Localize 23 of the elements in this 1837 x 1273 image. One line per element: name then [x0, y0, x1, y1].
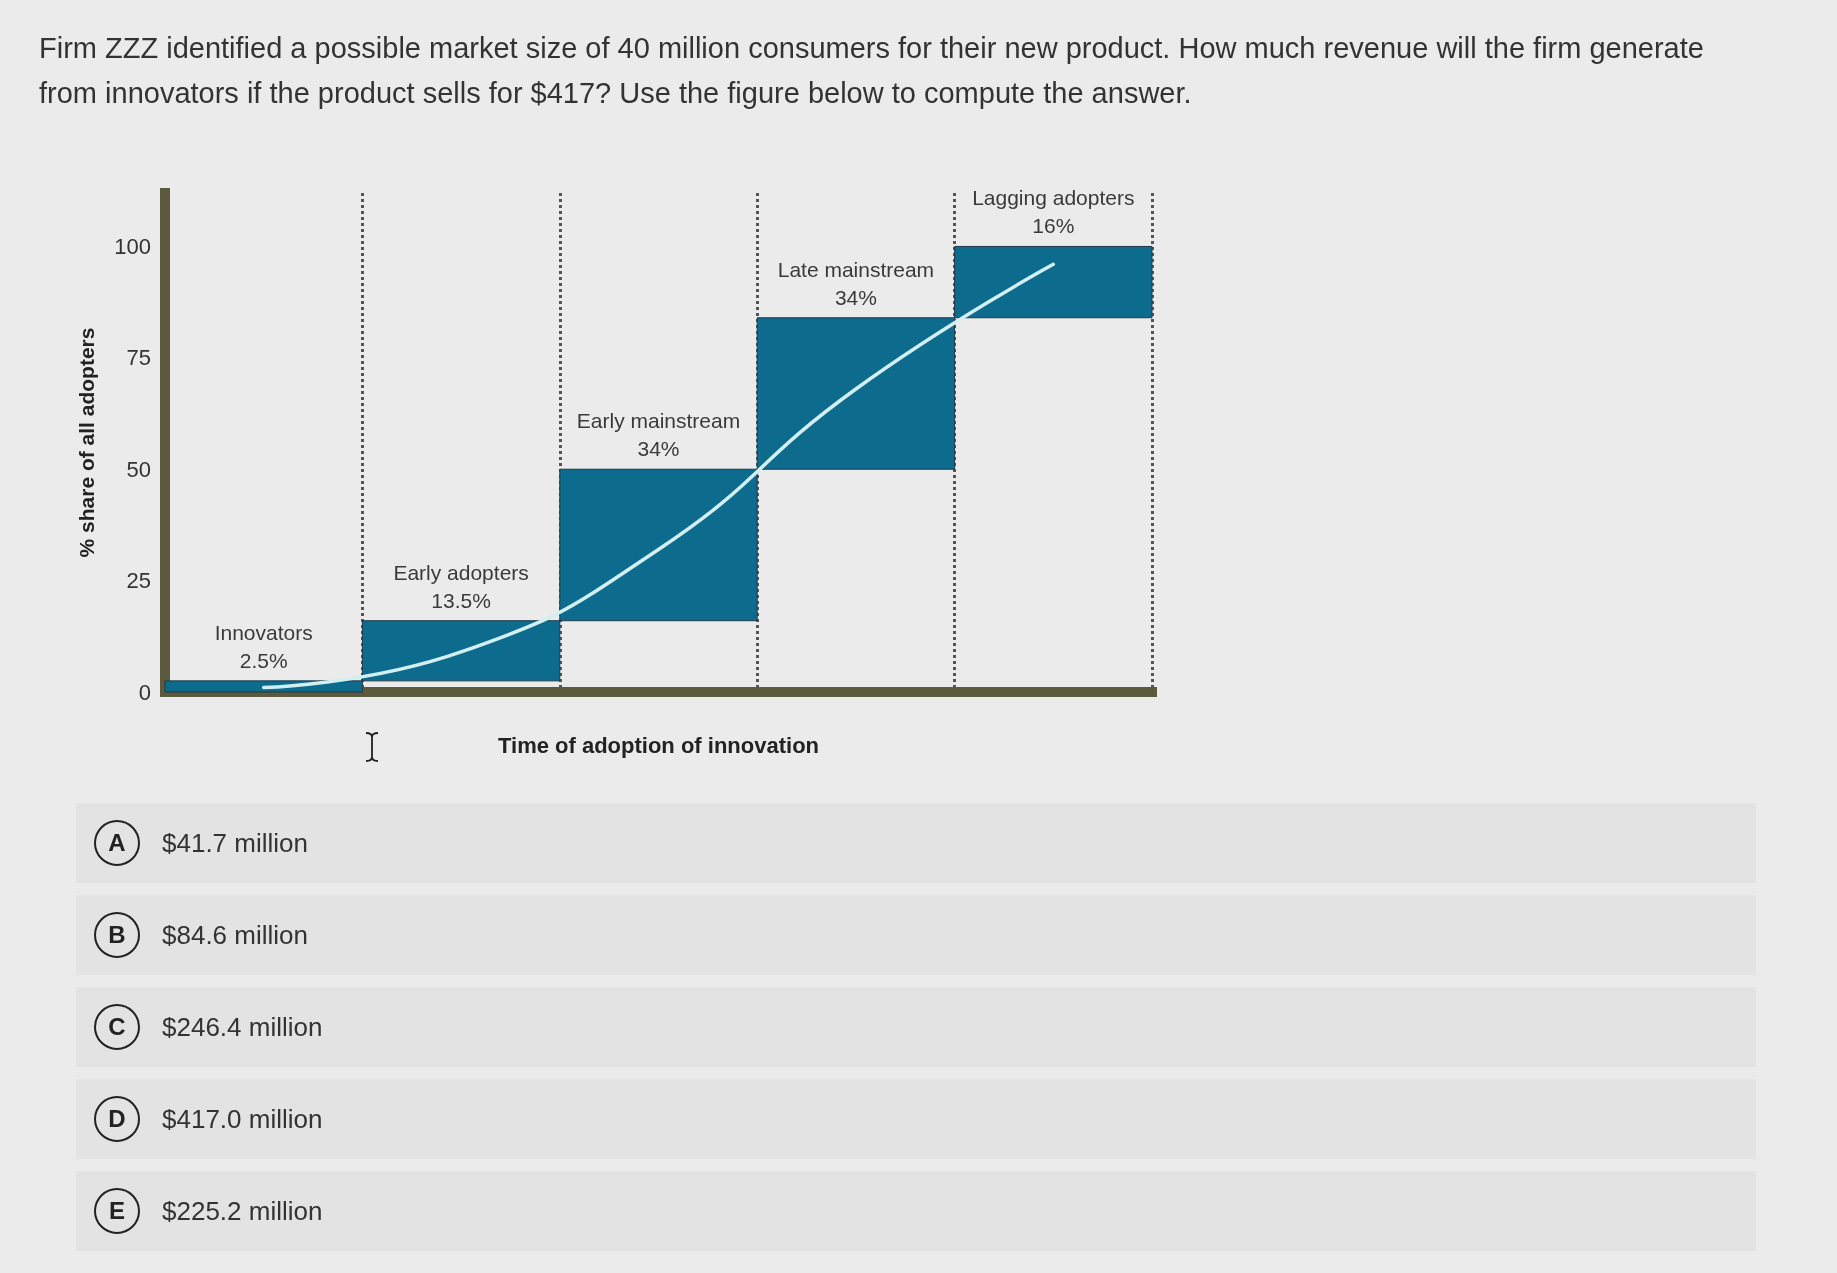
chart-title: Firm ZZZ identified a possible market size of 40 million consumers for their new product. How much revenue will the firm generate from innovators if the product sells for $417? Use the figure below to compute the answer. — [39, 31, 1705, 111]
y-axis-title: % share of all adopters — [75, 327, 98, 558]
data-label: Innovators 2.5% — [214, 620, 313, 672]
data-label: Lagging adopters 16% — [972, 186, 1135, 238]
letter-circle: A — [94, 820, 140, 866]
y-tick-label: 50 — [126, 456, 151, 482]
y-tick-label: 75 — [126, 345, 151, 371]
answer-choice: E $225.2 million — [76, 1171, 1756, 1251]
letter-circle: D — [94, 1096, 140, 1142]
answer-choice: A $41.7 million — [76, 803, 1756, 883]
letter-circle: B — [94, 912, 140, 958]
data-label: Early mainstream 34% — [576, 409, 741, 461]
data-label: Early adopters 13.5% — [393, 560, 529, 612]
y-tick-label: 25 — [126, 568, 151, 594]
data-label: Late mainstream 34% — [777, 257, 935, 309]
y-tick-label: 100 — [114, 233, 151, 259]
answer-choice: B $84.6 million — [76, 895, 1756, 975]
letter-circle: E — [94, 1188, 140, 1234]
letter-circle: C — [94, 1004, 140, 1050]
answer-choice: C $246.4 million — [76, 987, 1756, 1067]
x-axis-title: Time of adoption of innovation — [497, 732, 820, 758]
answer-choice: D $417.0 million — [76, 1079, 1756, 1159]
y-tick-label: 0 — [138, 679, 151, 705]
